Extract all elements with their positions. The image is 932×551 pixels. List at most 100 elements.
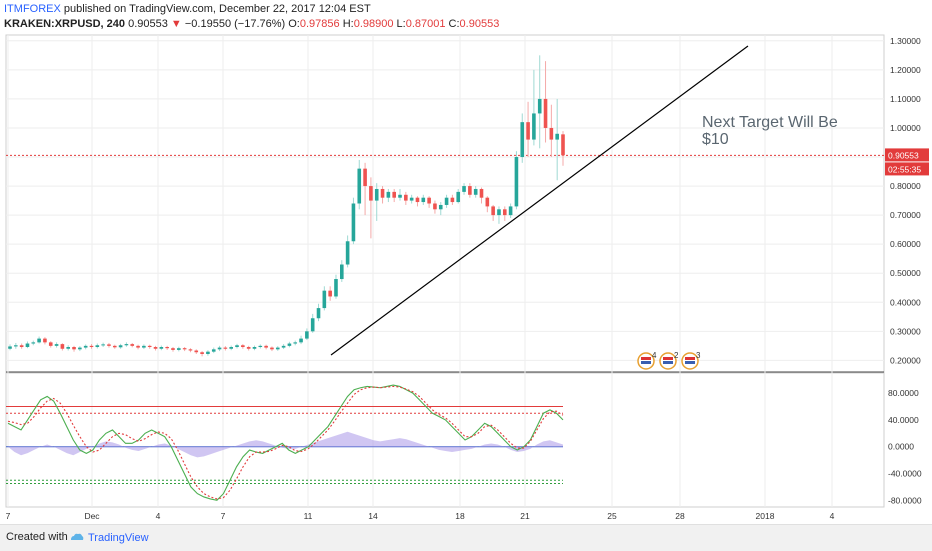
candle-body <box>142 345 146 348</box>
y-tick-label: 1.20000 <box>890 65 921 75</box>
candle-body <box>369 186 373 201</box>
candle-body <box>322 290 327 309</box>
event-count: 3 <box>696 351 701 360</box>
osc-tick-label: 80.0000 <box>888 388 919 398</box>
tradingview-cloud-icon <box>70 532 84 542</box>
candle-body <box>374 188 379 201</box>
candle-body <box>561 134 565 156</box>
candle-body <box>217 347 222 350</box>
symbol-label[interactable]: KRAKEN:XRPUSD, 240 <box>4 18 126 30</box>
created-with-label: Created with <box>6 531 68 543</box>
candle-body <box>514 157 519 207</box>
candle-body <box>188 349 193 351</box>
high-value: 0.98900 <box>353 18 394 30</box>
candle-body <box>293 342 298 344</box>
candle-body <box>165 347 169 349</box>
candle-body <box>345 241 350 265</box>
event-flag-stripe <box>641 361 651 364</box>
close-label: C: <box>448 18 460 30</box>
candle-body <box>299 338 303 343</box>
stoch-k-line <box>7 384 564 501</box>
candle-body <box>89 345 94 348</box>
timer-label: 02:55:35 <box>888 164 921 174</box>
open-value: 0.97856 <box>299 18 340 30</box>
tradingview-brand: TradingView <box>88 532 149 544</box>
candle-body <box>438 204 443 210</box>
candle-body <box>177 348 181 350</box>
candle-body <box>357 168 362 204</box>
candle-body <box>229 347 233 349</box>
tradingview-logo[interactable]: TradingView <box>70 531 149 544</box>
candle-body <box>491 206 495 216</box>
candle-body <box>43 338 47 343</box>
candle-body <box>398 194 402 198</box>
y-tick-label: 0.70000 <box>890 210 921 220</box>
event-flag-icon: 3 <box>681 351 701 370</box>
x-tick-label: 11 <box>304 511 313 521</box>
x-tick-label: 2018 <box>756 511 775 521</box>
candle-body <box>8 346 12 349</box>
macd-area <box>8 431 563 458</box>
candle-body <box>549 127 554 140</box>
candle-body <box>340 264 344 280</box>
candle-body <box>118 345 123 348</box>
y-tick-label: 0.30000 <box>890 326 921 336</box>
candle-body <box>497 209 501 216</box>
timer-label-bg <box>885 162 929 176</box>
osc-tick-label: 40.0000 <box>888 415 919 425</box>
candle-body <box>433 203 437 210</box>
candle-body <box>31 342 36 344</box>
event-flag-stripe <box>641 357 651 360</box>
candle-body <box>473 188 478 195</box>
publish-line: ITMFOREX published on TradingView.com, D… <box>4 2 499 17</box>
candle-body <box>95 345 100 348</box>
candle-body <box>444 197 449 205</box>
last-price: 0.90553 <box>128 18 168 30</box>
candle-body <box>19 345 24 348</box>
osc-tick-label: -80.0000 <box>888 495 922 505</box>
candle-body <box>194 350 199 353</box>
event-flag-stripe <box>663 357 673 360</box>
candle-body <box>409 197 414 201</box>
event-count: 4 <box>652 351 657 360</box>
event-flag-stripe <box>685 357 695 360</box>
candle-body <box>107 344 111 346</box>
candle-body <box>415 197 420 203</box>
candle-body <box>450 197 455 203</box>
candle-body <box>532 113 536 140</box>
candle-body <box>305 331 309 339</box>
stoch-d-line <box>7 385 564 500</box>
candle-body <box>520 122 525 158</box>
down-arrow-icon: ▼ <box>170 18 182 30</box>
author-link[interactable]: ITMFOREX <box>4 3 61 15</box>
candle-body <box>537 98 542 114</box>
annotation-text: $10 <box>702 131 729 148</box>
event-flag-stripe <box>663 361 673 364</box>
candle-body <box>328 290 332 297</box>
x-tick-label: 14 <box>368 511 378 521</box>
price-chart[interactable]: 1.300001.200001.100001.000000.900000.800… <box>0 32 932 522</box>
candle-body <box>206 351 210 354</box>
candle-body <box>456 191 461 203</box>
annotation-text: Next Target Will Be <box>702 114 838 131</box>
y-tick-label: 0.50000 <box>890 268 921 278</box>
low-label: L: <box>396 18 406 30</box>
candle-body <box>275 347 280 350</box>
candle-body <box>83 345 88 348</box>
candle-body <box>363 168 367 187</box>
candle-body <box>147 345 152 348</box>
candle-body <box>287 343 292 346</box>
candle-body <box>200 352 204 354</box>
chart-header: ITMFOREX published on TradingView.com, D… <box>4 2 499 32</box>
candle-body <box>241 345 245 348</box>
event-count: 2 <box>674 351 679 360</box>
footer-bar: Created with TradingView <box>0 524 932 551</box>
candle-body <box>479 188 484 198</box>
candle-body <box>392 191 396 198</box>
candle-body <box>159 347 164 349</box>
candle-body <box>502 209 507 216</box>
osc-tick-label: -40.0000 <box>888 469 922 479</box>
candle-body <box>60 344 65 349</box>
candle-body <box>258 345 263 348</box>
x-tick-label: 4 <box>156 511 161 521</box>
